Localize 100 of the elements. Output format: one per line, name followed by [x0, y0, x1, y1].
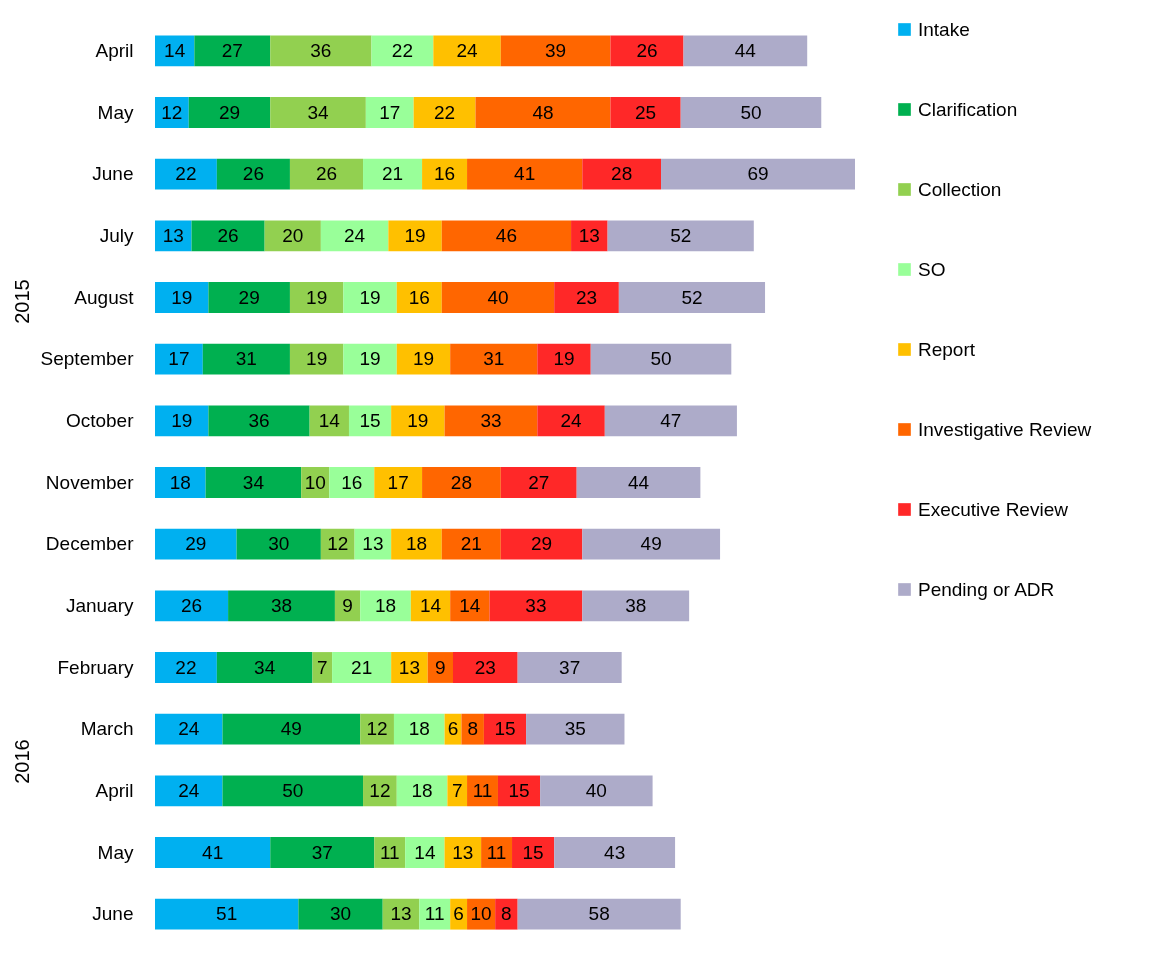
bar: [222, 713, 361, 745]
bar: [444, 405, 538, 437]
data-label: 11: [379, 841, 400, 863]
data-label: 13: [398, 656, 420, 678]
data-label: 22: [433, 101, 456, 123]
bar: [236, 528, 321, 560]
data-label: 18: [405, 533, 428, 555]
data-label: 46: [495, 224, 517, 246]
data-label: 44: [627, 471, 650, 493]
data-label: 39: [545, 39, 567, 61]
data-label: 49: [280, 718, 302, 740]
data-label: 13: [578, 224, 600, 246]
data-label: 13: [362, 533, 384, 555]
legend-label: Report: [918, 338, 976, 360]
data-label: 8: [467, 718, 478, 740]
data-label: 16: [341, 471, 363, 493]
bar: [391, 405, 445, 437]
bar: [582, 528, 721, 560]
data-label: 15: [494, 718, 516, 740]
bar: [155, 898, 299, 930]
data-label: 11: [486, 841, 507, 863]
bar: [343, 343, 397, 375]
data-label: 19: [359, 348, 381, 370]
text: 2016: [10, 739, 34, 784]
legend-label: Clarification: [918, 98, 1018, 120]
bar: [450, 343, 538, 375]
data-label: 10: [304, 471, 326, 493]
data-label: 22: [391, 39, 413, 61]
data-label: 10: [470, 903, 492, 925]
bar: [155, 837, 271, 868]
data-label: 24: [344, 224, 366, 246]
bar: [270, 837, 375, 868]
data-label: 15: [359, 409, 381, 431]
bar: [388, 220, 442, 252]
bar: [360, 590, 411, 622]
bar: [289, 343, 344, 375]
bar: [554, 282, 619, 313]
y-tick-label: April: [95, 779, 134, 801]
data-label: 44: [734, 39, 757, 61]
bar: [155, 220, 192, 252]
legend-label: SO: [918, 258, 946, 280]
bar: [396, 343, 451, 375]
data-label: 28: [611, 163, 633, 185]
data-label: 50: [740, 101, 762, 123]
bar: [228, 590, 335, 622]
bar: [607, 220, 754, 252]
data-label: 24: [178, 779, 200, 801]
data-label: 41: [514, 163, 536, 185]
bar: [343, 282, 397, 313]
data-label: 38: [270, 594, 293, 616]
bar: [450, 590, 490, 622]
bar: [194, 35, 271, 67]
data-label: 37: [311, 841, 333, 863]
data-label: 12: [366, 718, 388, 740]
data-label: 23: [575, 286, 598, 308]
data-label: 25: [634, 101, 657, 123]
y-tick-label: April: [95, 39, 134, 61]
legend-label: Pending or ADR: [918, 578, 1055, 600]
bar: [405, 837, 445, 868]
data-label: 34: [242, 471, 265, 493]
data-label: 41: [202, 841, 224, 863]
y-tick-label: May: [97, 101, 134, 123]
bar: [441, 528, 501, 560]
legend-label: Investigative Review: [918, 418, 1092, 440]
data-label: 19: [306, 348, 328, 370]
data-label: 18: [169, 471, 191, 493]
bar: [452, 652, 518, 683]
data-label: 22: [175, 163, 197, 185]
y-tick-label: May: [97, 841, 134, 863]
bar: [500, 35, 611, 67]
data-label: 50: [650, 348, 672, 370]
data-label: 12: [327, 533, 349, 555]
bar: [537, 343, 591, 375]
bar: [289, 282, 344, 313]
data-label: 51: [216, 903, 238, 925]
data-label: 52: [681, 286, 703, 308]
data-label: 19: [171, 409, 193, 431]
data-label: 49: [640, 533, 662, 555]
bar: [264, 220, 321, 252]
data-label: 17: [168, 348, 190, 370]
data-label: 14: [459, 594, 481, 616]
data-label: 12: [369, 779, 391, 801]
bar: [191, 220, 265, 252]
data-label: 17: [387, 471, 409, 493]
legend-label: Executive Review: [918, 498, 1069, 520]
data-label: 9: [435, 656, 446, 678]
data-label: 13: [162, 224, 184, 246]
data-label: 16: [433, 163, 456, 185]
y-tick-label: January: [65, 594, 134, 616]
bar: [332, 652, 392, 683]
data-label: 6: [453, 903, 464, 925]
bar: [155, 713, 223, 745]
y-tick-label: June: [92, 163, 134, 185]
data-label: 27: [528, 471, 550, 493]
data-label: 40: [487, 286, 509, 308]
bar: [661, 158, 855, 190]
bar: [270, 97, 366, 128]
text: 2015: [10, 279, 34, 324]
data-label: 26: [242, 163, 264, 185]
bar: [680, 97, 822, 128]
